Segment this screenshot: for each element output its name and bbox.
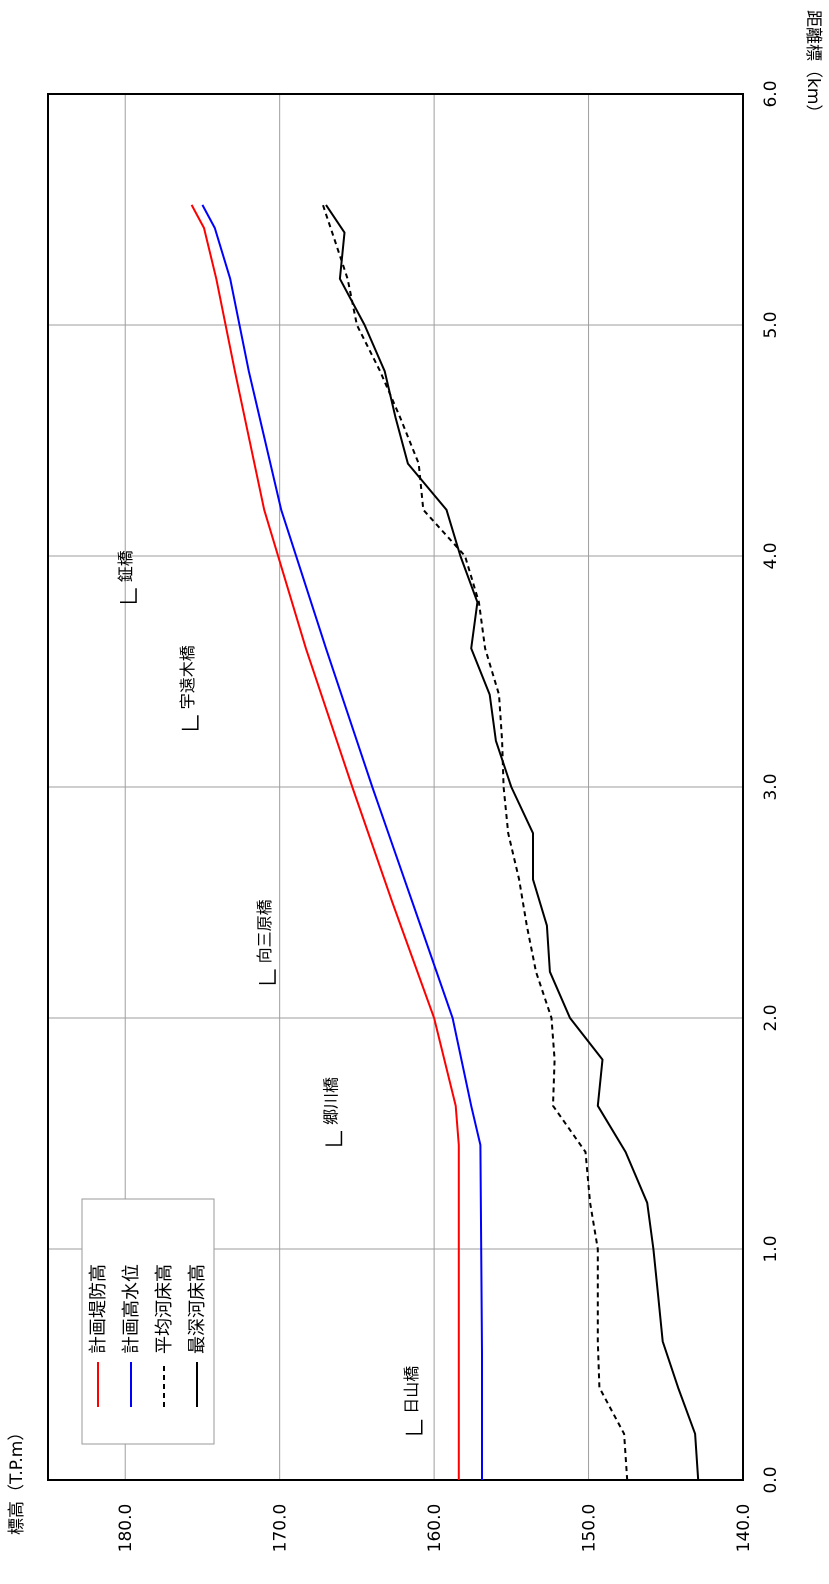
y-tick-label: 170.0 bbox=[271, 1504, 291, 1553]
bridge-marker bbox=[120, 588, 137, 603]
x-tick-label: 6.0 bbox=[761, 80, 781, 107]
bridge-marker bbox=[325, 1131, 343, 1146]
x-tick-label: 0.0 bbox=[761, 1466, 781, 1493]
bridge-label: 向三原橋 bbox=[255, 899, 274, 963]
bridge-label: 宇遠木橋 bbox=[178, 645, 197, 709]
series-line bbox=[190, 204, 460, 1480]
y-tick-label-group: 170.0 bbox=[271, 1504, 291, 1553]
x-tick-label-group: 4.0 bbox=[761, 542, 781, 569]
bridge-label-group: 郷川橋 bbox=[321, 1077, 340, 1125]
bridge-marker bbox=[181, 715, 199, 730]
bridge-label-group: 鉦橋 bbox=[116, 550, 135, 582]
legend: 計画堤防高 計画高水位 平均河床高 最深河床高 bbox=[81, 1198, 215, 1445]
x-axis-title-group: 距離標（km） bbox=[803, 10, 823, 121]
bridge-annotations: 日山橋 郷川橋 向三原橋 宇遠木橋 鉦橋 bbox=[116, 550, 423, 1435]
legend-label: 計画堤防高 bbox=[88, 1264, 109, 1354]
x-tick-label-group: 3.0 bbox=[761, 773, 781, 800]
bridge-marker bbox=[405, 1419, 423, 1435]
bridge-label-group: 宇遠木橋 bbox=[178, 645, 197, 709]
bridge-label: 郷川橋 bbox=[321, 1077, 340, 1125]
legend-label: 平均河床高 bbox=[154, 1264, 175, 1354]
legend-label-group: 最深河床高 bbox=[187, 1264, 208, 1354]
legend-label-group: 計画高水位 bbox=[121, 1264, 142, 1354]
y-axis-title: 標高（T.P.m） bbox=[7, 1424, 27, 1535]
bridge-label-group: 向三原橋 bbox=[255, 899, 274, 963]
legend-label: 計画高水位 bbox=[121, 1264, 142, 1354]
bridge-label: 鉦橋 bbox=[116, 550, 135, 582]
bridge-label: 日山橋 bbox=[402, 1366, 421, 1414]
legend-label-group: 平均河床高 bbox=[154, 1264, 175, 1354]
bridge-marker bbox=[259, 969, 276, 985]
y-tick-label: 150.0 bbox=[580, 1504, 600, 1553]
x-tick-label: 1.0 bbox=[761, 1235, 781, 1262]
y-axis-title-group: 標高（T.P.m） bbox=[7, 1424, 27, 1535]
plot-frame bbox=[47, 93, 744, 1481]
x-tick-label: 5.0 bbox=[761, 311, 781, 338]
bridge-label-group: 日山橋 bbox=[402, 1366, 421, 1414]
y-tick-label: 180.0 bbox=[116, 1504, 136, 1553]
y-tick-label: 140.0 bbox=[734, 1504, 754, 1553]
x-tick-label-group: 1.0 bbox=[761, 1235, 781, 1262]
y-tick-label-group: 180.0 bbox=[116, 1504, 136, 1553]
series-line bbox=[321, 204, 629, 1481]
series-line bbox=[325, 204, 700, 1481]
x-tick-label-group: 5.0 bbox=[761, 311, 781, 338]
x-tick-label-group: 0.0 bbox=[761, 1466, 781, 1493]
series-line bbox=[201, 204, 483, 1480]
legend-label: 最深河床高 bbox=[187, 1264, 208, 1354]
tick-labels: 0.0 1.0 2.0 3.0 4.0 5.0 6.0 140.0 150.0 160.0 170.… bbox=[116, 80, 781, 1552]
x-tick-label: 3.0 bbox=[761, 773, 781, 800]
legend-box bbox=[81, 1198, 215, 1445]
y-tick-label-group: 140.0 bbox=[734, 1504, 754, 1553]
x-tick-label: 4.0 bbox=[761, 542, 781, 569]
x-tick-label: 2.0 bbox=[761, 1004, 781, 1031]
series-group bbox=[190, 204, 700, 1481]
x-tick-label-group: 2.0 bbox=[761, 1004, 781, 1031]
y-tick-label-group: 150.0 bbox=[580, 1504, 600, 1553]
legend-label-group: 計画堤防高 bbox=[88, 1264, 109, 1354]
x-tick-label-group: 6.0 bbox=[761, 80, 781, 107]
y-tick-label-group: 160.0 bbox=[425, 1504, 445, 1553]
y-tick-label: 160.0 bbox=[425, 1504, 445, 1553]
x-axis-title: 距離標（km） bbox=[803, 10, 823, 121]
